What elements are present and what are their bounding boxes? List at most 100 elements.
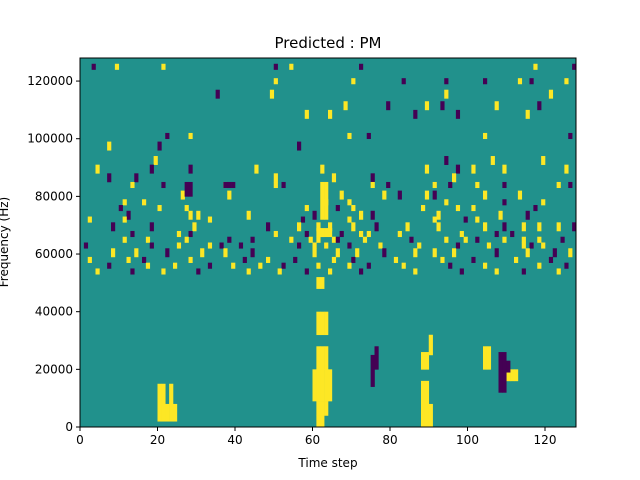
heatmap-band: [424, 380, 430, 405]
heatmap-band: [320, 415, 325, 428]
heatmap-cell: [254, 164, 259, 174]
heatmap-band: [316, 401, 321, 416]
heatmap-cell: [440, 101, 445, 111]
heatmap-cell: [231, 262, 236, 269]
heatmap-cell: [192, 222, 197, 232]
heatmap-cell: [486, 242, 492, 249]
heatmap-cell: [149, 164, 154, 174]
heatmap-cell: [188, 230, 193, 238]
y-tick-label: 20000: [35, 362, 73, 376]
heatmap-cell: [207, 262, 213, 269]
heatmap-cell: [359, 63, 364, 70]
heatmap-cell: [312, 242, 317, 249]
heatmap-cell: [91, 63, 96, 70]
heatmap-cell: [370, 181, 375, 189]
heatmap-cell: [149, 222, 154, 232]
heatmap-cell: [517, 78, 523, 85]
heatmap-cell: [386, 101, 391, 111]
heatmap-cell: [165, 248, 170, 258]
heatmap-band: [421, 403, 426, 428]
heatmap-cell: [529, 242, 534, 249]
heatmap-band: [316, 369, 321, 402]
heatmap-cell: [246, 210, 251, 220]
heatmap-cell: [165, 132, 170, 140]
heatmap-band: [161, 403, 166, 422]
heatmap-cell: [304, 268, 309, 275]
heatmap-cell: [339, 190, 344, 200]
heatmap-cell: [490, 156, 495, 165]
heatmap-cell: [417, 242, 422, 249]
heatmap-cell: [188, 132, 193, 140]
heatmap-cell: [320, 164, 325, 174]
y-axis-label: Frequency (Hz): [0, 197, 11, 288]
heatmap-cell: [560, 236, 565, 243]
heatmap-cell: [424, 101, 430, 111]
heatmap-cell: [145, 262, 151, 269]
heatmap-cell: [436, 222, 441, 232]
heatmap-band: [316, 311, 321, 336]
heatmap-cell: [448, 262, 453, 269]
heatmap-cell: [401, 262, 406, 269]
heatmap-band: [173, 403, 178, 422]
heatmap-cell: [273, 63, 278, 70]
heatmap-cell: [366, 262, 371, 269]
heatmap-cell: [572, 222, 577, 232]
heatmap-cell: [556, 222, 561, 232]
heatmap-band: [320, 369, 325, 402]
heatmap-band: [324, 401, 329, 416]
heatmap-cell: [312, 248, 317, 258]
heatmap-cell: [107, 173, 112, 183]
heatmap-band: [165, 403, 170, 422]
heatmap-cell: [207, 242, 213, 249]
heatmap-cell: [405, 222, 410, 232]
heatmap-cell: [289, 63, 294, 70]
heatmap-cell: [122, 216, 127, 223]
heatmap-cell: [463, 216, 468, 223]
heatmap-cell: [331, 256, 337, 263]
heatmap-cell: [161, 268, 166, 275]
heatmap-cell: [382, 190, 387, 200]
heatmap-band: [421, 352, 426, 370]
heatmap-band: [502, 352, 507, 393]
heatmap-band: [320, 346, 325, 370]
heatmap-cell: [328, 222, 333, 232]
heatmap-cell: [250, 236, 255, 243]
heatmap-band: [421, 380, 426, 405]
heatmap-cell: [188, 210, 193, 220]
heatmap-cell: [440, 256, 445, 263]
heatmap-cell: [432, 216, 437, 223]
heatmap-cell: [347, 262, 352, 269]
heatmap-cell: [246, 268, 251, 275]
heatmap-band: [312, 369, 317, 402]
heatmap-cell: [459, 268, 464, 275]
x-tick-label: 0: [76, 433, 84, 447]
heatmap-cell: [483, 132, 488, 140]
heatmap-cell: [413, 268, 418, 275]
heatmap-cell: [444, 156, 449, 165]
heatmap-cell: [126, 256, 131, 263]
heatmap-cell: [548, 256, 554, 263]
heatmap-cell: [386, 181, 391, 189]
heatmap-band: [324, 346, 329, 370]
heatmap-cell: [118, 205, 123, 212]
heatmap-cell: [95, 164, 100, 174]
heatmap-cell: [525, 210, 530, 220]
heatmap-band: [316, 346, 321, 370]
heatmap-cell: [502, 236, 507, 243]
heatmap-cell: [134, 173, 139, 183]
heatmap-cell: [432, 190, 437, 200]
heatmap-cell: [366, 132, 371, 140]
heatmap-cell: [351, 222, 356, 232]
heatmap-band: [161, 383, 166, 405]
heatmap-cell: [153, 156, 158, 165]
heatmap-cell: [572, 63, 577, 70]
heatmap-band: [157, 383, 162, 405]
heatmap-cell: [471, 256, 476, 263]
heatmap-cell: [556, 181, 561, 189]
heatmap-cell: [184, 236, 189, 243]
heatmap-cell: [533, 205, 538, 212]
heatmap-band: [483, 346, 488, 370]
heatmap-cell: [347, 216, 352, 223]
heatmap-cell: [196, 210, 201, 220]
heatmap-cell: [297, 222, 302, 232]
